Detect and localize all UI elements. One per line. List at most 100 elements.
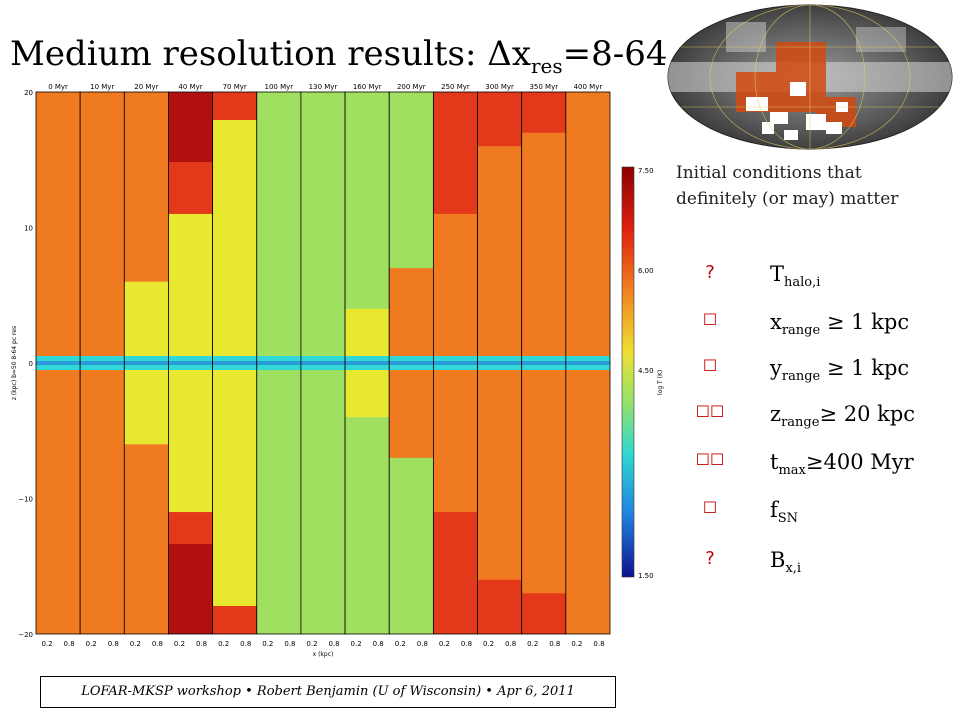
x-tick-label: 0.2 — [86, 640, 97, 648]
midplane-core — [433, 361, 478, 365]
x-tick-label: 0.8 — [64, 640, 75, 648]
midplane-core — [36, 361, 81, 365]
x-tick-label: 0.2 — [218, 640, 229, 648]
x-tick-label: 0.2 — [41, 640, 52, 648]
cbar-tick-2: 4.50 — [638, 367, 654, 375]
midplane-core — [300, 361, 346, 365]
x-tick-label: 0.8 — [240, 640, 251, 648]
time-label: 100 Myr — [265, 83, 294, 91]
condition-text: fSN — [770, 498, 799, 527]
midplane-core — [80, 361, 125, 365]
midplane-core — [477, 361, 522, 365]
colorbar-label: log T (K) — [657, 370, 664, 395]
panel-border — [565, 91, 611, 635]
time-label: 300 Myr — [485, 83, 514, 91]
y-tick-label: 0 — [29, 360, 33, 368]
y-tick-label: −10 — [18, 496, 33, 504]
cbar-tick-3: 1.50 — [638, 572, 654, 580]
condition-text: Bx,i — [770, 548, 802, 577]
x-tick-label: 0.8 — [152, 640, 163, 648]
panel-hot-top — [168, 92, 213, 162]
time-label: 350 Myr — [529, 83, 558, 91]
time-label: 130 Myr — [309, 83, 338, 91]
condition-item: ? Bx,i — [682, 548, 952, 588]
midplane-core — [168, 361, 213, 365]
time-label: 250 Myr — [441, 83, 470, 91]
time-label: 10 Myr — [90, 83, 114, 91]
temperature-slices: 0 Myr 0.2 0.8 10 Myr 0.2 0.8 20 Myr 0.2 0.8 40 My… — [11, 83, 611, 658]
title-subscript: res — [531, 53, 563, 78]
time-label: 400 Myr — [574, 83, 603, 91]
midplane-core — [389, 361, 434, 365]
condition-item: ☐ yrange ≥ 1 kpc — [682, 356, 952, 396]
condition-item: ? Thalo,i — [682, 262, 952, 302]
midplane-core — [256, 361, 301, 365]
time-label: 70 Myr — [223, 83, 247, 91]
condition-text: tmax≥400 Myr — [770, 450, 914, 479]
time-label: 20 Myr — [134, 83, 158, 91]
condition-item: ☐ fSN — [682, 498, 952, 538]
condition-item: ☐☐ tmax≥400 Myr — [682, 450, 952, 490]
cbar-tick-0: 7.50 — [638, 167, 654, 175]
title-prefix: Medium resolution results: — [10, 34, 488, 74]
condition-text: yrange ≥ 1 kpc — [770, 356, 910, 385]
slide-title: Medium resolution results: Δxres=8-64 pc — [10, 34, 719, 78]
y-axis-label: z (kpc) b=50 8-64 pc res — [11, 326, 18, 400]
x-tick-label: 0.2 — [439, 640, 450, 648]
time-label: 160 Myr — [353, 83, 382, 91]
midplane-core — [345, 361, 390, 365]
x-tick-label: 0.2 — [351, 640, 362, 648]
x-tick-label: 0.2 — [527, 640, 538, 648]
x-tick-label: 0.8 — [417, 640, 428, 648]
x-tick-label: 0.2 — [262, 640, 273, 648]
y-tick-label: 10 — [24, 225, 33, 233]
x-tick-label: 0.8 — [284, 640, 295, 648]
condition-item: ☐ xrange ≥ 1 kpc — [682, 310, 952, 350]
footer: LOFAR-MKSP workshop • Robert Benjamin (U… — [40, 676, 616, 708]
colorbar: 7.50 6.00 4.50 1.50 log T (K) — [620, 165, 672, 585]
x-tick-label: 0.2 — [571, 640, 582, 648]
x-tick-label: 0.8 — [505, 640, 516, 648]
intro-line-2: definitely (or may) matter — [676, 189, 899, 209]
x-tick-label: 0.2 — [130, 640, 141, 648]
x-tick-label: 0.2 — [306, 640, 317, 648]
x-tick-label: 0.2 — [174, 640, 185, 648]
time-label: 200 Myr — [397, 83, 426, 91]
x-tick-label: 0.8 — [461, 640, 472, 648]
y-tick-label: 20 — [24, 89, 33, 97]
x-tick-label: 0.8 — [373, 640, 384, 648]
question-mark-icon: ? — [705, 548, 715, 569]
condition-text: Thalo,i — [770, 262, 821, 291]
panel-hot-top — [212, 92, 257, 120]
condition-text: zrange≥ 20 kpc — [770, 402, 916, 431]
x-tick-label: 0.8 — [593, 640, 604, 648]
midplane-core — [565, 361, 610, 365]
time-label: 40 Myr — [178, 83, 202, 91]
x-tick-label: 0.2 — [395, 640, 406, 648]
title-delta: Δx — [487, 34, 531, 74]
checkmark-icon: ☐☐ — [695, 450, 725, 469]
x-tick-label: 0.8 — [196, 640, 207, 648]
midplane-core — [212, 361, 257, 365]
x-tick-label: 0.2 — [483, 640, 494, 648]
condition-text: xrange ≥ 1 kpc — [770, 310, 910, 339]
x-tick-label: 0.8 — [328, 640, 339, 648]
checkmark-icon: ☐☐ — [695, 402, 725, 421]
x-tick-label: 0.8 — [108, 640, 119, 648]
colorbar-scale — [621, 166, 635, 578]
cbar-tick-1: 6.00 — [638, 267, 654, 275]
checkmark-icon: ☐ — [702, 498, 718, 517]
checkmark-icon: ☐ — [702, 310, 718, 329]
midplane-core — [521, 361, 566, 365]
condition-item: ☐☐ zrange≥ 20 kpc — [682, 402, 952, 442]
y-tick-label: −20 — [18, 631, 33, 639]
question-mark-icon: ? — [705, 262, 715, 283]
checkmark-icon: ☐ — [702, 356, 718, 375]
panel-hot-bottom — [212, 606, 257, 634]
panel-hot-bottom — [168, 544, 213, 634]
intro-line-1: Initial conditions that — [676, 163, 862, 183]
conditions-intro: Initial conditions that definitely (or m… — [676, 160, 958, 212]
x-tick-label: 0.8 — [549, 640, 560, 648]
sky-map-image — [666, 2, 954, 152]
midplane-core — [124, 361, 169, 365]
